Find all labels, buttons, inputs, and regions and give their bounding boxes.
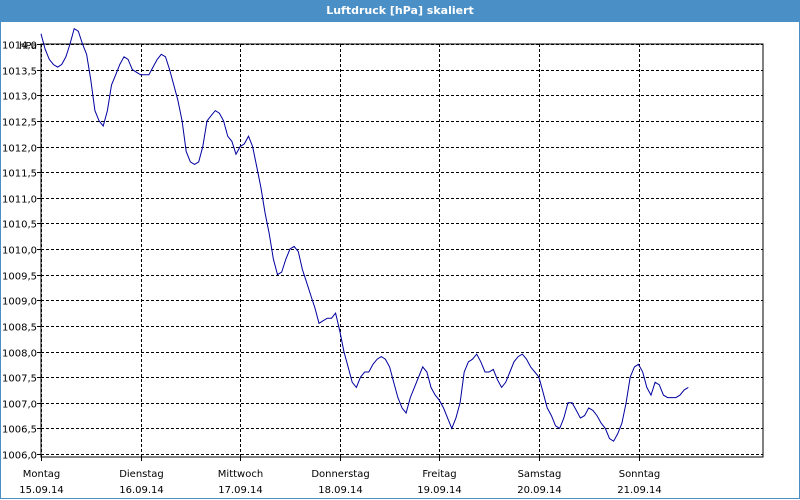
- grid-lines: [41, 44, 763, 457]
- x-axis: Montag 15.09.14 Dienstag 16.09.14 Mittwoch 17…: [19, 457, 662, 496]
- y-tick-label: 1009,0: [2, 297, 37, 308]
- y-tick-label: 1010,5: [2, 220, 37, 231]
- y-tick-label: 1011,5: [2, 169, 37, 180]
- y-tick-label: 1006,5: [2, 425, 37, 436]
- x-tick-day: Montag: [23, 469, 60, 480]
- y-tick-label: 1007,0: [2, 400, 37, 411]
- y-tick-label: 1012,5: [2, 118, 37, 129]
- x-tick-date: 18.09.14: [318, 485, 363, 496]
- x-tick-day: Dienstag: [119, 469, 164, 480]
- y-tick-label: 1012,0: [2, 144, 37, 155]
- pressure-series-line: [40, 27, 689, 442]
- y-axis: 1014,0 1013,5 1013,0 1012,5 1012,0 1011,5 1011…: [2, 41, 41, 462]
- y-tick-label: 1011,0: [2, 195, 37, 206]
- y-unit-label: hPa: [19, 41, 37, 52]
- x-tick-date: 17.09.14: [218, 485, 263, 496]
- y-tick-label: 1006,0: [2, 451, 37, 462]
- y-tick-label: 1007,5: [2, 374, 37, 385]
- y-tick-label: 1008,0: [2, 349, 37, 360]
- plot-area: [40, 43, 764, 458]
- x-tick-date: 21.09.14: [617, 485, 662, 496]
- x-tick-day: Samstag: [518, 469, 562, 480]
- y-tick-label: 1014,0: [2, 41, 37, 52]
- y-tick-label: 1013,5: [2, 67, 37, 78]
- y-tick-label: 1010,0: [2, 246, 37, 257]
- chart-frame: 1014,0 1013,5 1013,0 1012,5 1012,0 1011,5 1011…: [0, 22, 800, 499]
- x-tick-day: Sonntag: [619, 469, 661, 480]
- x-tick-date: 15.09.14: [19, 485, 64, 496]
- y-tick-label: 1013,0: [2, 92, 37, 103]
- y-tick-label: 1009,5: [2, 272, 37, 283]
- x-tick-day: Donnerstag: [311, 469, 369, 480]
- x-tick-day: Mittwoch: [218, 469, 263, 480]
- pressure-chart: 1014,0 1013,5 1013,0 1012,5 1012,0 1011,5 1011…: [2, 27, 764, 496]
- x-tick-date: 19.09.14: [417, 485, 462, 496]
- x-tick-date: 16.09.14: [119, 485, 164, 496]
- y-tick-label: 1008,5: [2, 323, 37, 334]
- x-tick-date: 20.09.14: [517, 485, 562, 496]
- chart-title: Luftdruck [hPa] skaliert: [0, 0, 800, 22]
- x-tick-day: Freitag: [422, 469, 456, 480]
